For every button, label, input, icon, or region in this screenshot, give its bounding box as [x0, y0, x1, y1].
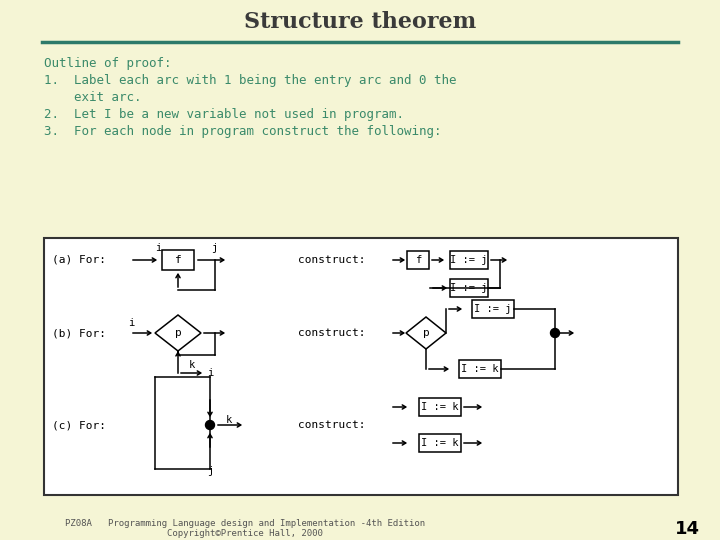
- Circle shape: [551, 328, 559, 338]
- Text: construct:: construct:: [298, 255, 366, 265]
- Text: (a) For:: (a) For:: [52, 255, 106, 265]
- Bar: [44, 238, 678, 495]
- Text: f: f: [175, 255, 181, 265]
- Text: i: i: [127, 318, 134, 328]
- Text: PZ08A   Programming Language design and Implementation -4th Edition: PZ08A Programming Language design and Im…: [65, 519, 425, 529]
- Text: I := k: I := k: [462, 364, 499, 374]
- Bar: [459, 360, 501, 378]
- Text: I := j: I := j: [450, 255, 487, 265]
- Text: Outline of proof:: Outline of proof:: [44, 57, 171, 70]
- Text: i: i: [155, 243, 161, 253]
- Text: construct:: construct:: [298, 420, 366, 430]
- Text: p: p: [175, 328, 181, 338]
- Text: (b) For:: (b) For:: [52, 328, 106, 338]
- Polygon shape: [406, 317, 446, 349]
- Text: Copyright©Prentice Hall, 2000: Copyright©Prentice Hall, 2000: [167, 530, 323, 538]
- Text: j: j: [211, 243, 217, 253]
- Text: k: k: [226, 415, 233, 425]
- Bar: [162, 250, 194, 270]
- Text: 2.  Let I be a new variable not used in program.: 2. Let I be a new variable not used in p…: [44, 108, 404, 121]
- Text: I := j: I := j: [450, 283, 487, 293]
- Circle shape: [205, 421, 215, 429]
- Text: p: p: [423, 328, 429, 338]
- Bar: [472, 300, 514, 318]
- Text: Structure theorem: Structure theorem: [244, 11, 476, 33]
- Text: k: k: [189, 360, 195, 370]
- Text: j: j: [207, 466, 213, 476]
- Text: f: f: [415, 255, 421, 265]
- Bar: [407, 251, 429, 269]
- Text: exit arc.: exit arc.: [44, 91, 142, 104]
- Text: I := k: I := k: [421, 438, 459, 448]
- Bar: [419, 398, 461, 416]
- Polygon shape: [155, 315, 201, 351]
- Text: 14: 14: [675, 520, 700, 538]
- Bar: [419, 434, 461, 452]
- Bar: [450, 279, 488, 297]
- Text: construct:: construct:: [298, 328, 366, 338]
- Text: 3.  For each node in program construct the following:: 3. For each node in program construct th…: [44, 125, 441, 138]
- Text: i: i: [207, 368, 213, 378]
- Bar: [450, 251, 488, 269]
- Text: 1.  Label each arc with 1 being the entry arc and 0 the: 1. Label each arc with 1 being the entry…: [44, 74, 456, 87]
- Text: I := j: I := j: [474, 304, 512, 314]
- Text: I := k: I := k: [421, 402, 459, 412]
- Text: (c) For:: (c) For:: [52, 420, 106, 430]
